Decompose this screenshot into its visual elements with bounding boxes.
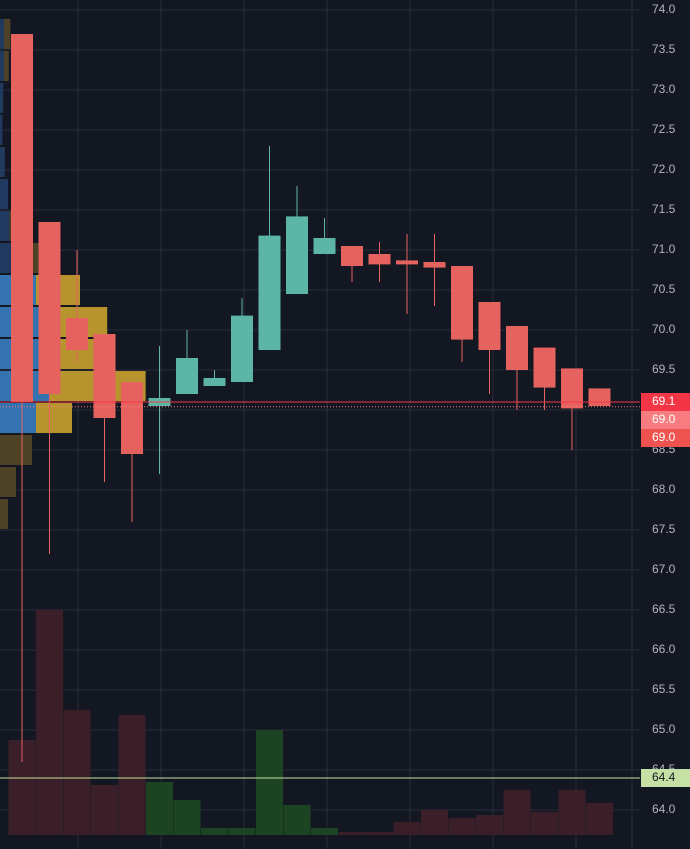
volume-bar bbox=[256, 730, 283, 835]
volume-bar bbox=[338, 832, 366, 835]
volume-bar bbox=[476, 815, 503, 835]
profile-up bbox=[0, 115, 3, 145]
profile-down bbox=[0, 435, 32, 465]
profile-up bbox=[0, 211, 10, 241]
volume-bar bbox=[118, 715, 146, 835]
volume-bar bbox=[311, 828, 338, 835]
y-tick-label: 67.5 bbox=[652, 522, 676, 536]
price-label: 69.0 bbox=[652, 412, 676, 426]
y-tick-label: 73.0 bbox=[652, 82, 676, 96]
y-tick-label: 64.0 bbox=[652, 802, 676, 816]
volume-bar bbox=[146, 782, 173, 835]
volume-bar bbox=[393, 822, 421, 835]
volume-bar bbox=[366, 832, 393, 835]
y-tick-label: 69.5 bbox=[652, 362, 676, 376]
y-tick-label: 73.5 bbox=[652, 42, 676, 56]
candle-body bbox=[396, 260, 418, 265]
profile-down bbox=[0, 467, 16, 497]
price-label-box bbox=[641, 411, 690, 429]
candle-body bbox=[561, 368, 583, 409]
y-tick-label: 66.5 bbox=[652, 602, 676, 616]
profile-down bbox=[0, 499, 8, 529]
volume-bar bbox=[228, 828, 256, 835]
candle-body bbox=[231, 315, 253, 382]
volume-bar bbox=[421, 810, 448, 835]
volume-bar bbox=[503, 790, 531, 835]
candle-body bbox=[66, 318, 88, 350]
volume-bar bbox=[173, 800, 201, 835]
profile-up bbox=[0, 403, 36, 433]
profile-up bbox=[0, 147, 5, 177]
volume-bar bbox=[283, 805, 311, 835]
candle-body bbox=[313, 238, 336, 254]
candle-body bbox=[451, 266, 473, 340]
candle-body bbox=[176, 358, 198, 394]
profile-down bbox=[4, 51, 9, 81]
price-label: 69.1 bbox=[652, 394, 676, 408]
vertical-grid bbox=[77, 0, 633, 849]
volume-bar bbox=[531, 812, 558, 835]
y-tick-label: 72.5 bbox=[652, 122, 676, 136]
profile-up bbox=[0, 51, 4, 81]
candle-body bbox=[258, 235, 281, 350]
profile-down bbox=[36, 403, 72, 433]
candle-body bbox=[286, 216, 308, 294]
profile-up bbox=[0, 243, 15, 273]
candle-body bbox=[423, 262, 446, 268]
price-label-box bbox=[641, 769, 690, 787]
y-tick-label: 65.0 bbox=[652, 722, 676, 736]
y-tick-label: 67.0 bbox=[652, 562, 676, 576]
candle-body bbox=[341, 246, 363, 266]
candle-body bbox=[93, 334, 116, 418]
y-tick-label: 70.5 bbox=[652, 282, 676, 296]
y-tick-label: 72.0 bbox=[652, 162, 676, 176]
volume-bar bbox=[448, 818, 476, 835]
candle-body bbox=[203, 378, 226, 386]
candle-body bbox=[533, 347, 556, 388]
volume-bar bbox=[201, 828, 228, 835]
volume-bar bbox=[36, 610, 63, 835]
y-tick-label: 68.0 bbox=[652, 482, 676, 496]
y-tick-label: 65.5 bbox=[652, 682, 676, 696]
volume-bar bbox=[586, 803, 613, 835]
candle-body bbox=[478, 302, 501, 350]
y-tick-label: 71.5 bbox=[652, 202, 676, 216]
candle-body bbox=[506, 326, 528, 370]
volume-bar bbox=[91, 785, 118, 835]
candle-body bbox=[368, 254, 391, 265]
candle-body bbox=[38, 222, 61, 394]
price-label-box bbox=[641, 393, 690, 411]
y-tick-label: 71.0 bbox=[652, 242, 676, 256]
price-label: 64.4 bbox=[652, 770, 676, 784]
candle-body bbox=[588, 388, 611, 406]
price-label-box bbox=[641, 429, 690, 447]
profile-up bbox=[0, 83, 4, 113]
price-label: 69.0 bbox=[652, 430, 676, 444]
y-tick-label: 70.0 bbox=[652, 322, 676, 336]
volume-bar bbox=[558, 790, 586, 835]
y-tick-label: 74.0 bbox=[652, 2, 676, 16]
profile-up bbox=[0, 179, 8, 209]
candle-body bbox=[121, 382, 143, 454]
profile-down bbox=[4, 19, 11, 49]
profile-up bbox=[0, 19, 4, 49]
y-tick-label: 66.0 bbox=[652, 642, 676, 656]
volume-bar bbox=[63, 710, 91, 835]
candle-body bbox=[11, 34, 33, 402]
